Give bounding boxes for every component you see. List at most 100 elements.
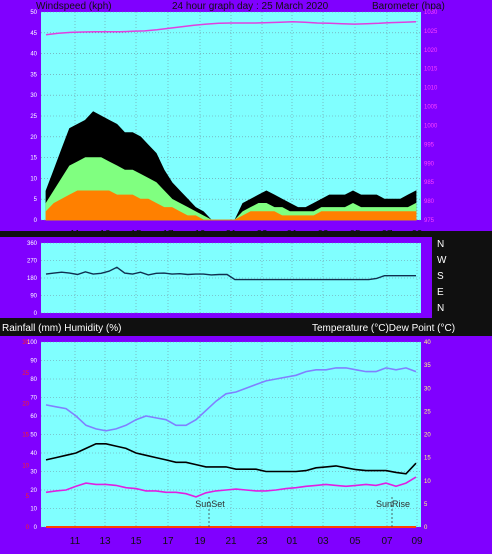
y-tick-label: 20: [30, 488, 37, 494]
y-right-tick-label: 25: [424, 409, 431, 415]
dew-point-line: [45, 476, 417, 498]
humidity-line: [45, 367, 417, 432]
y-tick-label: 30: [30, 93, 37, 99]
y-right-tick-label: 35: [424, 363, 431, 369]
y-tick-label: 360: [27, 241, 38, 247]
x-tick-label: 09: [411, 229, 423, 240]
y-tick-label: 5: [34, 197, 38, 203]
y-right-tick-label: 30: [424, 386, 431, 392]
x-tick-label: 03: [317, 536, 329, 547]
y-tick-label: 60: [30, 414, 37, 420]
rain-tick-label: 30: [22, 340, 29, 346]
compass-label: N: [437, 239, 444, 250]
y-right-tick-label: 1020: [424, 48, 438, 54]
y-tick-label: 0: [34, 311, 38, 317]
y-right-tick-label: 15: [424, 456, 431, 462]
y-tick-label: 50: [30, 433, 37, 439]
x-tick-label: 23: [256, 229, 268, 240]
rain-tick-label: 10: [22, 463, 29, 469]
y-tick-label: 50: [30, 10, 37, 16]
rain-tick-label: 15: [22, 433, 29, 439]
x-tick-label: 01: [286, 229, 298, 240]
temperature-line: [45, 442, 417, 475]
x-tick-label: 17: [162, 536, 174, 547]
y-right-tick-label: 995: [424, 142, 435, 148]
x-tick-label: 07: [381, 536, 393, 547]
compass-label: E: [437, 287, 444, 298]
y-tick-label: 70: [30, 396, 37, 402]
annotation-label: SunSet: [195, 499, 225, 509]
y-right-tick-label: 990: [424, 161, 435, 167]
y-right-tick-label: 10: [424, 479, 431, 485]
y-tick-label: 20: [30, 135, 37, 141]
x-tick-label: 21: [225, 536, 237, 547]
x-tick-label: 09: [411, 536, 423, 547]
divider-dark: [0, 231, 492, 237]
y-tick-label: 90: [30, 294, 37, 300]
y-tick-label: 35: [30, 72, 37, 78]
y-tick-label: 10: [30, 507, 37, 513]
y-tick-label: 80: [30, 377, 37, 383]
barometer-line: [45, 21, 417, 36]
temp-header-right: Temperature (°C)Dew Point (°C): [312, 323, 455, 334]
divider-dark-2: [0, 318, 492, 336]
y-right-tick-label: 985: [424, 180, 435, 186]
rain-tick-label: 20: [22, 402, 29, 408]
wind-speed-area: [45, 190, 417, 221]
y-right-tick-label: 40: [424, 340, 431, 346]
y-right-tick-label: 1000: [424, 123, 438, 129]
y-tick-label: 30: [30, 470, 37, 476]
compass-label: N: [437, 303, 444, 314]
y-tick-label: 10: [30, 176, 37, 182]
y-tick-label: 100: [27, 340, 38, 346]
y-right-tick-label: 975: [424, 218, 435, 224]
x-tick-label: 01: [286, 536, 298, 547]
rain-tick-label: 0: [26, 525, 30, 531]
x-tick-label: 15: [130, 536, 142, 547]
y-right-tick-label: 5: [424, 502, 428, 508]
x-tick-label: 15: [130, 229, 142, 240]
x-tick-label: 05: [349, 536, 361, 547]
y-right-tick-label: 980: [424, 199, 435, 205]
y-right-tick-label: 1025: [424, 29, 438, 35]
x-tick-label: 11: [70, 229, 81, 240]
x-tick-label: 19: [194, 229, 206, 240]
compass-label: W: [437, 255, 447, 266]
x-tick-label: 03: [317, 229, 329, 240]
x-tick-label: 17: [162, 229, 174, 240]
temp-header-left: Rainfall (mm) Humidity (%): [2, 323, 121, 334]
x-tick-label: 05: [349, 229, 361, 240]
wind-direction-line: [45, 266, 416, 281]
rain-tick-label: 5: [26, 494, 30, 500]
y-right-tick-label: 1030: [424, 10, 438, 16]
y-tick-label: 0: [34, 525, 38, 531]
annotation-label: SunRise: [376, 499, 410, 509]
y-tick-label: 0: [34, 218, 38, 224]
y-tick-label: 15: [30, 156, 37, 162]
y-tick-label: 45: [30, 31, 37, 37]
x-tick-label: 19: [194, 536, 206, 547]
x-tick-label: 07: [381, 229, 393, 240]
x-tick-label: 11: [70, 536, 81, 547]
y-tick-label: 40: [30, 451, 37, 457]
y-right-tick-label: 1010: [424, 86, 438, 92]
y-tick-label: 180: [27, 276, 38, 282]
y-right-tick-label: 20: [424, 433, 431, 439]
y-right-tick-label: 1015: [424, 67, 438, 73]
y-right-tick-label: 0: [424, 525, 428, 531]
y-tick-label: 270: [27, 259, 38, 265]
wind-header-left: Windspeed (kph): [36, 1, 112, 12]
y-tick-label: 25: [30, 114, 37, 120]
y-tick-label: 40: [30, 52, 37, 58]
x-tick-label: 13: [99, 229, 111, 240]
compass-column: [432, 237, 492, 320]
y-right-tick-label: 1005: [424, 105, 438, 111]
y-tick-label: 90: [30, 359, 37, 365]
wind-header-center: 24 hour graph day : 25 March 2020: [172, 1, 329, 12]
rain-tick-label: 25: [22, 371, 29, 377]
x-tick-label: 13: [99, 536, 111, 547]
x-tick-label: 23: [256, 536, 268, 547]
wind-header-right: Barometer (hpa): [372, 1, 445, 12]
